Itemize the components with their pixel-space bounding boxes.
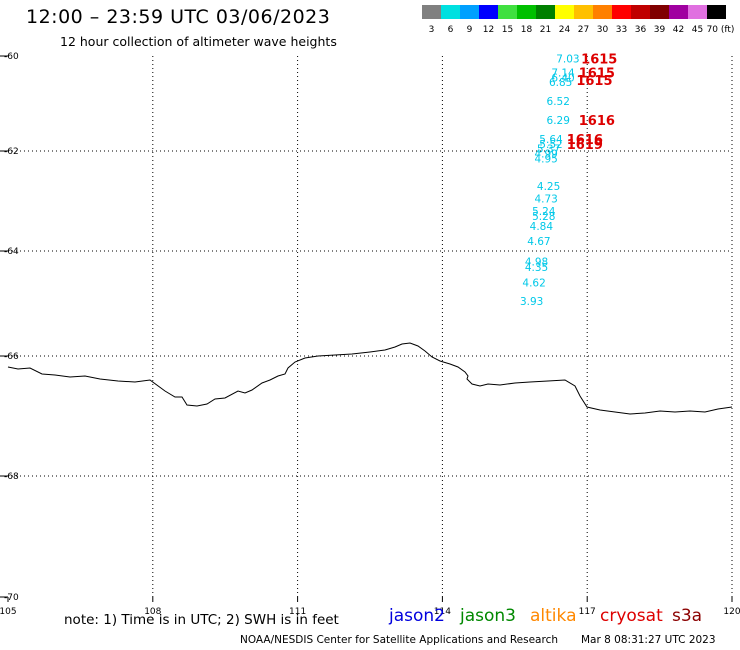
scale-label: 45 — [692, 25, 703, 35]
credit-timestamp: Mar 8 08:31:27 UTC 2023 — [581, 634, 716, 646]
wave-height-label: 5.52 — [539, 139, 562, 151]
satellite-legend-jason2: jason2 — [389, 606, 445, 626]
wave-height-label: 4.35 — [525, 262, 548, 274]
scale-swatch — [650, 5, 669, 19]
scale-swatch — [669, 5, 688, 19]
observation-time-label: 1616 — [579, 114, 615, 129]
graticule: -60 -62 -64 -66 -68 -70 105 108 111 114 117 120 — [0, 52, 740, 617]
scale-swatch — [574, 5, 593, 19]
scale-swatch — [631, 5, 650, 19]
lon-label: 105 — [0, 607, 17, 617]
scale-swatch — [498, 5, 517, 19]
scale-swatch — [441, 5, 460, 19]
scale-label: 42 — [673, 25, 684, 35]
footer-note: note: 1) Time is in UTC; 2) SWH is in fe… — [64, 612, 339, 628]
wave-height-label: 3.93 — [520, 296, 543, 308]
scale-swatch — [688, 5, 707, 19]
wave-observations: 7.03 7.146.406.85 6.52 6.29 5.645.525.374.99… — [520, 52, 617, 308]
wave-height-color-scale: 3 6 9 12 15 18 21 24 27 30 33 36 39 42 45 70 (ft) — [422, 5, 735, 35]
scale-swatch — [536, 5, 555, 19]
wave-height-label: 4.99 — [534, 149, 557, 161]
scale-label: 33 — [616, 25, 627, 35]
wave-height-label: 5.28 — [532, 211, 555, 223]
wave-height-label: 4.25 — [537, 181, 560, 193]
wave-height-label: 4.98 — [525, 257, 548, 269]
scale-label: 3 — [429, 25, 435, 35]
scale-label: 30 — [597, 25, 609, 35]
wave-height-label: 6.40 — [551, 72, 574, 84]
scale-label: 21 — [540, 25, 551, 35]
satellite-legend-s3a: s3a — [672, 606, 703, 626]
lat-label: -68 — [4, 472, 19, 482]
scale-swatch — [460, 5, 479, 19]
scale-swatch — [517, 5, 536, 19]
wave-height-label: 4.67 — [527, 236, 550, 248]
lat-label: -66 — [4, 352, 19, 362]
wave-height-label: 4.62 — [522, 278, 545, 290]
lat-label: -70 — [4, 593, 19, 603]
page-title: 12:00 – 23:59 UTC 03/06/2023 — [26, 6, 331, 28]
lat-label: -64 — [4, 247, 19, 257]
satellite-legend-jason3: jason3 — [460, 606, 516, 626]
lon-label: 120 — [723, 607, 740, 617]
scale-label: 27 — [578, 25, 589, 35]
scale-swatch — [707, 5, 726, 19]
credit-text: NOAA/NESDIS Center for Satellite Applica… — [240, 634, 558, 646]
scale-swatch — [422, 5, 441, 19]
lon-label: 108 — [144, 607, 161, 617]
scale-label: 6 — [448, 25, 454, 35]
scale-label: 12 — [483, 25, 494, 35]
scale-swatch — [593, 5, 612, 19]
wave-height-label: 5.24 — [532, 206, 556, 218]
scale-label: 18 — [521, 25, 533, 35]
wave-height-label: 4.73 — [534, 194, 557, 206]
scale-label: 70 (ft) — [707, 25, 735, 35]
wave-height-label: 6.29 — [547, 115, 570, 127]
wave-height-label: 6.52 — [547, 96, 570, 108]
lat-label: -60 — [4, 52, 19, 62]
observation-time-label: 1615 — [581, 52, 617, 67]
wave-height-label: 4.84 — [530, 221, 554, 233]
wave-height-label: 5.64 — [539, 134, 563, 146]
antarctic-coastline — [7, 342, 733, 415]
lon-label: 111 — [289, 607, 306, 617]
observation-time-label: 1616 — [567, 133, 603, 148]
satellite-legend-altika: altika — [530, 606, 577, 626]
lon-label: 114 — [434, 607, 451, 617]
satellite-legend-cryosat: cryosat — [600, 606, 663, 626]
scale-label: 24 — [559, 25, 571, 35]
scale-swatch — [479, 5, 498, 19]
wave-height-label: 5.37 — [537, 144, 560, 156]
page-subtitle: 12 hour collection of altimeter wave hei… — [60, 34, 337, 49]
wave-height-label: 7.03 — [556, 53, 579, 65]
wave-height-label: 7.14 — [551, 68, 575, 80]
wave-height-label: 4.95 — [534, 154, 557, 166]
scale-label: 9 — [467, 25, 473, 35]
wave-height-label: 6.85 — [549, 77, 572, 89]
observation-time-label: 1619 — [567, 138, 603, 153]
scale-swatch — [612, 5, 631, 19]
observation-time-label: 1615 — [579, 67, 615, 82]
observation-time-label: 1615 — [576, 74, 612, 89]
scale-label: 39 — [654, 25, 666, 35]
lat-label: -62 — [4, 147, 19, 157]
scale-label: 36 — [635, 25, 647, 35]
scale-swatch — [555, 5, 574, 19]
scale-label: 15 — [502, 25, 513, 35]
lon-label: 117 — [579, 607, 596, 617]
